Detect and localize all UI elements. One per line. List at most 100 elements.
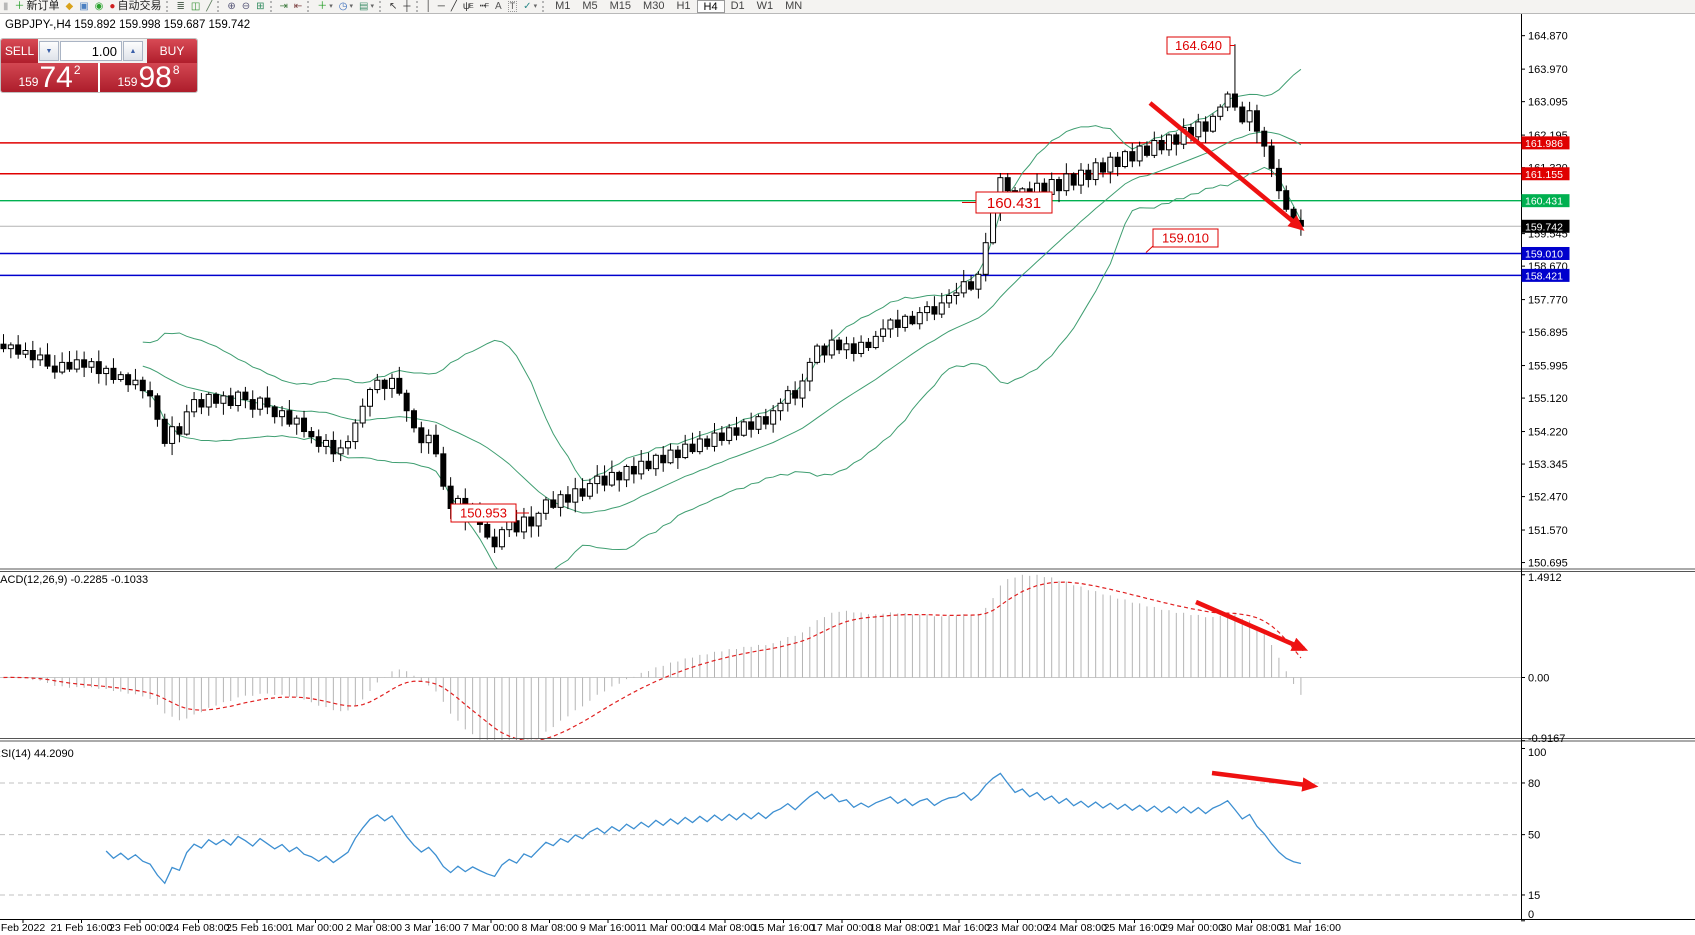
- auto-scroll-icon[interactable]: ⇥: [277, 0, 291, 13]
- volume-increase-button[interactable]: ▲: [123, 41, 143, 61]
- bollinger-lower-band: [142, 166, 1302, 569]
- trendline-icon[interactable]: ╱: [448, 0, 460, 13]
- text-icon[interactable]: A: [492, 0, 505, 13]
- price-badge-text: 159.010: [1525, 248, 1563, 260]
- cursor-icon[interactable]: ↖: [386, 0, 400, 13]
- annotation-pivot[interactable]: 160.431: [962, 191, 1053, 214]
- bar-chart-icon[interactable]: ≣: [173, 0, 187, 13]
- templates-button[interactable]: ▤ ▾: [356, 0, 377, 13]
- auto-trading-button-label: 自动交易: [117, 0, 162, 12]
- macd-axis-label: 1.4912: [1528, 572, 1562, 584]
- sell-button[interactable]: SELL: [1, 39, 38, 63]
- timeframe-mn-button[interactable]: MN: [785, 0, 803, 12]
- price-level-lines[interactable]: [0, 142, 1521, 277]
- timeframe-w1-button[interactable]: W1: [756, 0, 774, 12]
- bid-sup: 2: [73, 63, 81, 77]
- arrows-icon-dropdown[interactable]: ▾: [533, 3, 538, 10]
- macd-signal-line: [3, 581, 1302, 740]
- rsi-trend-arrow[interactable]: [1211, 770, 1319, 792]
- date-tick-label: 7 Mar 00:00: [463, 922, 519, 934]
- zoom-in-icon-glyph: ⊕: [227, 1, 236, 12]
- crosshair-icon[interactable]: ┼: [400, 0, 413, 13]
- date-tick-label: 15 Mar 16:00: [753, 922, 815, 934]
- timeframe-h4-button[interactable]: H4: [696, 0, 725, 13]
- rsi-axis-label: 50: [1528, 830, 1540, 842]
- journal-icon[interactable]: ◆: [63, 0, 77, 13]
- text-label-icon[interactable]: T: [505, 0, 521, 13]
- zoom-in-icon[interactable]: ⊕: [224, 0, 238, 13]
- annotations: 164.640 160.431 159.010 150.953: [450, 36, 1319, 792]
- candlesticks: [0, 44, 1304, 553]
- zoom-out-icon[interactable]: ⊖: [239, 0, 253, 13]
- arrows-icon[interactable]: ✓ ▾: [520, 0, 540, 13]
- bid-prefix: 159: [18, 75, 39, 89]
- price-trend-arrow[interactable]: [1148, 101, 1305, 231]
- price-tick-label: 157.770: [1528, 295, 1568, 307]
- volume-input[interactable]: 1.00: [60, 41, 122, 61]
- signal-icon[interactable]: ◉: [92, 0, 107, 13]
- toolbar-separator: [269, 1, 275, 12]
- bar-chart-icon-glyph: ≣: [176, 1, 185, 12]
- macd-trend-arrow[interactable]: [1195, 599, 1309, 652]
- timeframe-m1-button[interactable]: M1: [555, 0, 571, 12]
- toolbar: ▮ ＋新订单 ◆ ▣ ◉ ● 自动交易 ≣ ◫ ╱ ⊕ ⊖ ⊞ ⇥ ⇤ ＋ ▾ ◷ ▾ ▤ ▾ ↖ ┼ │ ─ ╱ ψ E ┅ F A T ✓ ▾…: [0, 0, 1695, 14]
- one-click-trading-panel: SELL ▼ 1.00 ▲ BUY 159 74 2 159 98 8: [0, 38, 198, 93]
- date-tick-label: 11 Mar 00:00: [636, 922, 697, 934]
- templates-button-glyph: ▤: [359, 1, 369, 12]
- chart-shift-icon[interactable]: ⇤: [291, 0, 305, 13]
- toolbar-separator: [542, 1, 547, 12]
- price-tick-label: 152.470: [1528, 492, 1568, 504]
- rsi-axis-label: 100: [1528, 747, 1546, 759]
- bollinger-bands: [142, 68, 1302, 569]
- timeframe-m30-button[interactable]: M30: [643, 0, 665, 12]
- new-order-button[interactable]: ＋新订单: [12, 0, 63, 13]
- templates-button-dropdown[interactable]: ▾: [370, 3, 375, 10]
- channel-icon-glyph: ψ: [462, 1, 471, 12]
- timeframe-m5-button[interactable]: M5: [582, 0, 598, 12]
- annotation-low-text: 150.953: [460, 506, 507, 521]
- bid-price[interactable]: 159 74 2: [1, 63, 98, 92]
- annotation-high[interactable]: 164.640: [1166, 36, 1235, 55]
- annotation-low[interactable]: 150.953: [450, 503, 529, 523]
- annotation-support[interactable]: 159.010: [1145, 228, 1219, 253]
- tile-windows-icon[interactable]: ⊞: [253, 0, 267, 13]
- periods-button-dropdown[interactable]: ▾: [349, 3, 354, 10]
- price-badge-text: 158.421: [1525, 270, 1563, 282]
- market-watch-icon-glyph: ▣: [79, 1, 89, 12]
- date-tick-label: 23 Feb 00:00: [109, 922, 171, 934]
- signal-icon-glyph: ◉: [94, 1, 104, 12]
- timeframe-m15-button[interactable]: M15: [609, 0, 632, 12]
- periods-button[interactable]: ◷ ▾: [336, 0, 356, 13]
- ask-price[interactable]: 159 98 8: [100, 63, 197, 92]
- auto-trading-button[interactable]: ● 自动交易: [106, 0, 164, 13]
- indicators-button-glyph: ＋: [317, 1, 328, 12]
- price-badge-161986: 161.986: [1521, 136, 1570, 150]
- price-tick-label: 155.995: [1528, 361, 1568, 373]
- price-badge-text: 161.986: [1525, 138, 1563, 150]
- price-tick-label: 156.895: [1528, 327, 1568, 339]
- fibonacci-icon[interactable]: ┅ F: [477, 0, 492, 13]
- buy-button[interactable]: BUY: [147, 39, 197, 63]
- market-watch-icon[interactable]: ▣: [76, 0, 91, 13]
- price-tick-label: 163.970: [1528, 64, 1568, 76]
- volume-decrease-button[interactable]: ▼: [39, 41, 59, 61]
- horizontal-line-icon-glyph: ─: [437, 1, 445, 12]
- timeframe-d1-button[interactable]: D1: [730, 0, 745, 12]
- price-tick-label: 164.870: [1528, 31, 1568, 43]
- horizontal-line-icon[interactable]: ─: [435, 0, 448, 13]
- macd-indicator-label: MACD(12,26,9) -0.2285 -0.1033: [0, 574, 149, 586]
- line-chart-icon-glyph: ╱: [206, 1, 213, 12]
- price-badge-160431: 160.431: [1521, 194, 1570, 208]
- clipped-icon[interactable]: ▮: [0, 0, 12, 13]
- indicators-button[interactable]: ＋ ▾: [314, 0, 336, 13]
- price-tick-label: 163.095: [1528, 97, 1568, 109]
- timeframe-h1-button[interactable]: H1: [676, 0, 691, 12]
- date-tick-label: 3 Mar 16:00: [404, 922, 460, 934]
- line-chart-icon[interactable]: ╱: [203, 0, 215, 13]
- indicators-button-dropdown[interactable]: ▾: [329, 3, 333, 10]
- candlestick-chart-icon[interactable]: ◫: [188, 0, 203, 13]
- vertical-line-icon[interactable]: │: [423, 0, 435, 13]
